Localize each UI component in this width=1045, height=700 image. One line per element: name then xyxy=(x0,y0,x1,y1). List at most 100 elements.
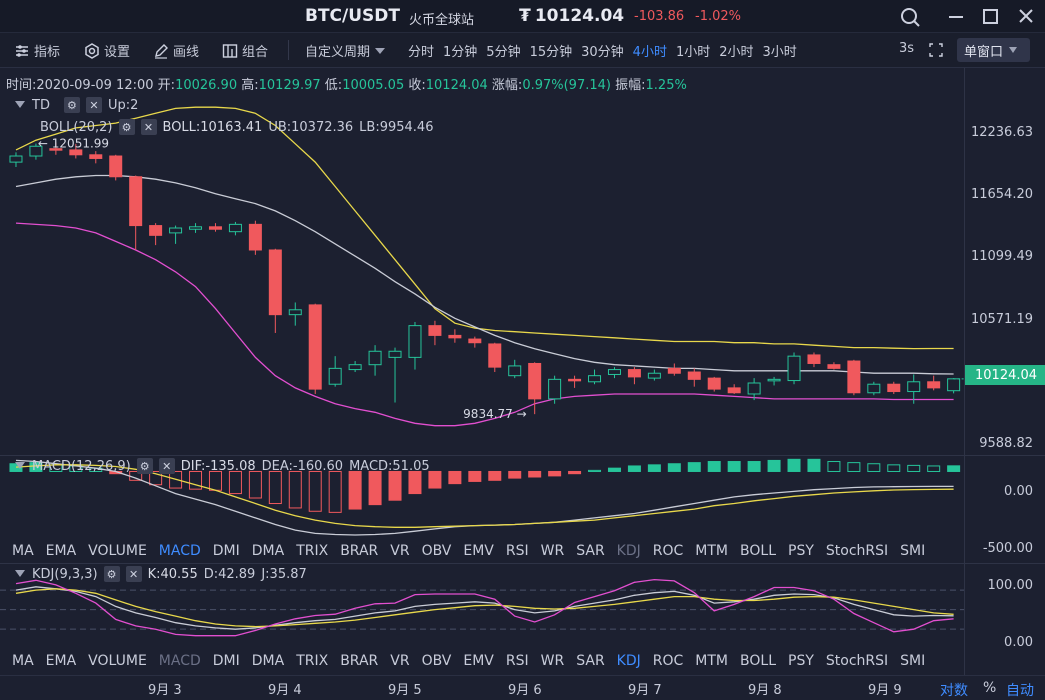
macd-bar xyxy=(827,461,841,472)
indicator-tab-roc[interactable]: ROC xyxy=(652,653,684,669)
close-icon[interactable]: ✕ xyxy=(125,566,142,582)
date-tick: 9月 7 xyxy=(628,683,662,698)
indicator-tab-smi[interactable]: SMI xyxy=(900,543,926,559)
combo-button[interactable]: 组合 xyxy=(222,41,268,60)
gear-icon[interactable]: ⚙ xyxy=(136,458,153,474)
period-tab[interactable]: 5分钟 xyxy=(486,45,521,60)
indicator-tab-mtm[interactable]: MTM xyxy=(695,653,729,669)
indicator-tab-stochrsi[interactable]: StochRSI xyxy=(825,543,889,559)
gear-icon[interactable]: ⚙ xyxy=(63,97,80,113)
log-scale-toggle[interactable]: 对数 xyxy=(940,683,968,699)
indicator-tab-wr[interactable]: WR xyxy=(540,653,565,669)
indicator-tab-smi[interactable]: SMI xyxy=(900,653,926,669)
indicator-tab-obv[interactable]: OBV xyxy=(421,653,452,669)
kdj-k: K:40.55 xyxy=(147,566,198,582)
macd-tick: 0.00 xyxy=(1004,484,1033,499)
indicator-tab-roc[interactable]: ROC xyxy=(652,543,684,559)
indicator-tab-dma[interactable]: DMA xyxy=(251,653,285,669)
boll-mid-line xyxy=(15,174,954,375)
gear-icon[interactable]: ⚙ xyxy=(103,566,120,582)
settings-button[interactable]: 设置 xyxy=(84,41,130,60)
indicator-tab-emv[interactable]: EMV xyxy=(463,653,494,669)
pane-divider[interactable] xyxy=(0,455,1045,456)
indicator-tab-macd[interactable]: MACD xyxy=(158,653,201,669)
indicator-tab-rsi[interactable]: RSI xyxy=(505,543,529,559)
refresh-interval[interactable]: 3s xyxy=(899,41,915,56)
maximize-icon[interactable] xyxy=(982,8,1000,26)
minimize-icon[interactable] xyxy=(947,8,965,26)
search-icon[interactable] xyxy=(899,6,921,28)
period-tab[interactable]: 30分钟 xyxy=(581,45,624,60)
collapse-icon[interactable] xyxy=(14,569,26,579)
indicator-tab-boll[interactable]: BOLL xyxy=(740,543,776,559)
gear-icon[interactable]: ⚙ xyxy=(118,119,135,135)
candle-up xyxy=(408,325,422,358)
indicator-button[interactable]: 指标 xyxy=(14,41,60,60)
draw-button[interactable]: 画线 xyxy=(153,41,199,60)
period-tab[interactable]: 1分钟 xyxy=(443,45,478,60)
indicator-tab-psy[interactable]: PSY xyxy=(788,653,814,669)
indicator-tab-brar[interactable]: BRAR xyxy=(340,653,379,669)
period-tab[interactable]: 3小时 xyxy=(762,45,797,60)
period-tab[interactable]: 1小时 xyxy=(675,45,711,60)
auto-scale-toggle[interactable]: 自动 xyxy=(1006,683,1034,699)
macd-bar xyxy=(428,470,442,489)
candle-down xyxy=(727,387,741,394)
indicator-tab-trix[interactable]: TRIX xyxy=(296,543,329,559)
kdj-legend: KDJ(9,3,3) ⚙ ✕ K:40.55 D:42.89 J:35.87 xyxy=(14,566,307,582)
indicator-tab-mtm[interactable]: MTM xyxy=(695,543,729,559)
indicator-tab-dma[interactable]: DMA xyxy=(251,543,285,559)
screenshot-icon[interactable] xyxy=(928,42,944,58)
indicator-tab-vr[interactable]: VR xyxy=(390,653,410,669)
collapse-icon[interactable] xyxy=(14,461,26,471)
period-tab[interactable]: 15分钟 xyxy=(529,45,573,60)
collapse-icon[interactable] xyxy=(14,100,26,110)
kdj-chart[interactable] xyxy=(0,564,1045,652)
custom-period-dropdown[interactable]: 自定义周期 xyxy=(305,41,386,60)
indicator-tab-ema[interactable]: EMA xyxy=(45,653,77,669)
macd-bar xyxy=(647,464,661,472)
indicator-tab-volume[interactable]: VOLUME xyxy=(88,653,147,669)
macd-bar xyxy=(548,470,562,477)
indicator-tab-vr[interactable]: VR xyxy=(390,543,410,559)
indicator-tab-stochrsi[interactable]: StochRSI xyxy=(825,653,889,669)
period-tab[interactable]: 4小时 xyxy=(632,45,667,60)
close-icon[interactable]: ✕ xyxy=(158,458,175,474)
close-icon[interactable]: ✕ xyxy=(140,119,157,135)
indicator-tab-trix[interactable]: TRIX xyxy=(296,653,329,669)
indicator-tab-sar[interactable]: SAR xyxy=(576,653,605,669)
indicator-tab-psy[interactable]: PSY xyxy=(788,543,814,559)
macd-chart[interactable] xyxy=(0,456,1045,540)
boll-lower-line xyxy=(15,222,954,427)
indicator-tab-volume[interactable]: VOLUME xyxy=(88,543,147,559)
kdj-j: J:35.87 xyxy=(261,566,307,582)
period-tab[interactable]: 2小时 xyxy=(719,45,754,60)
window-mode-select[interactable]: 单窗口 xyxy=(957,38,1030,62)
indicator-tab-emv[interactable]: EMV xyxy=(463,543,494,559)
close-icon[interactable] xyxy=(1017,7,1035,25)
indicator-tab-rsi[interactable]: RSI xyxy=(505,653,529,669)
indicator-tab-wr[interactable]: WR xyxy=(540,543,565,559)
indicator-tab-obv[interactable]: OBV xyxy=(421,543,452,559)
indicator-tab-dmi[interactable]: DMI xyxy=(212,653,240,669)
candlestick-chart[interactable]: ← 12051.99 9834.77 → xyxy=(0,95,1045,455)
indicator-tab-ma[interactable]: MA xyxy=(12,653,34,669)
indicator-tab-boll[interactable]: BOLL xyxy=(740,653,776,669)
indicator-tab-ma[interactable]: MA xyxy=(12,543,34,559)
indicator-tab-macd[interactable]: MACD xyxy=(158,543,201,559)
macd-tick: -500.00 xyxy=(982,541,1033,556)
period-tab[interactable]: 分时 xyxy=(408,45,435,60)
indicator-tab-dmi[interactable]: DMI xyxy=(212,543,240,559)
indicator-tabs-macd: MA EMA VOLUME MACD DMI DMA TRIX BRAR VR OBV EMV RSI… xyxy=(0,540,965,562)
close-icon[interactable]: ✕ xyxy=(85,97,102,113)
indicator-tab-sar[interactable]: SAR xyxy=(576,543,605,559)
axis-divider xyxy=(964,68,965,675)
pane-divider[interactable] xyxy=(0,563,1045,564)
indicator-tab-ema[interactable]: EMA xyxy=(45,543,77,559)
macd-bar xyxy=(627,465,641,472)
indicator-tab-kdj[interactable]: KDJ xyxy=(616,653,641,669)
candle-down xyxy=(49,148,63,151)
indicator-tab-brar[interactable]: BRAR xyxy=(340,543,379,559)
indicator-tab-kdj[interactable]: KDJ xyxy=(616,543,641,559)
percent-scale-toggle[interactable]: % xyxy=(983,680,997,696)
